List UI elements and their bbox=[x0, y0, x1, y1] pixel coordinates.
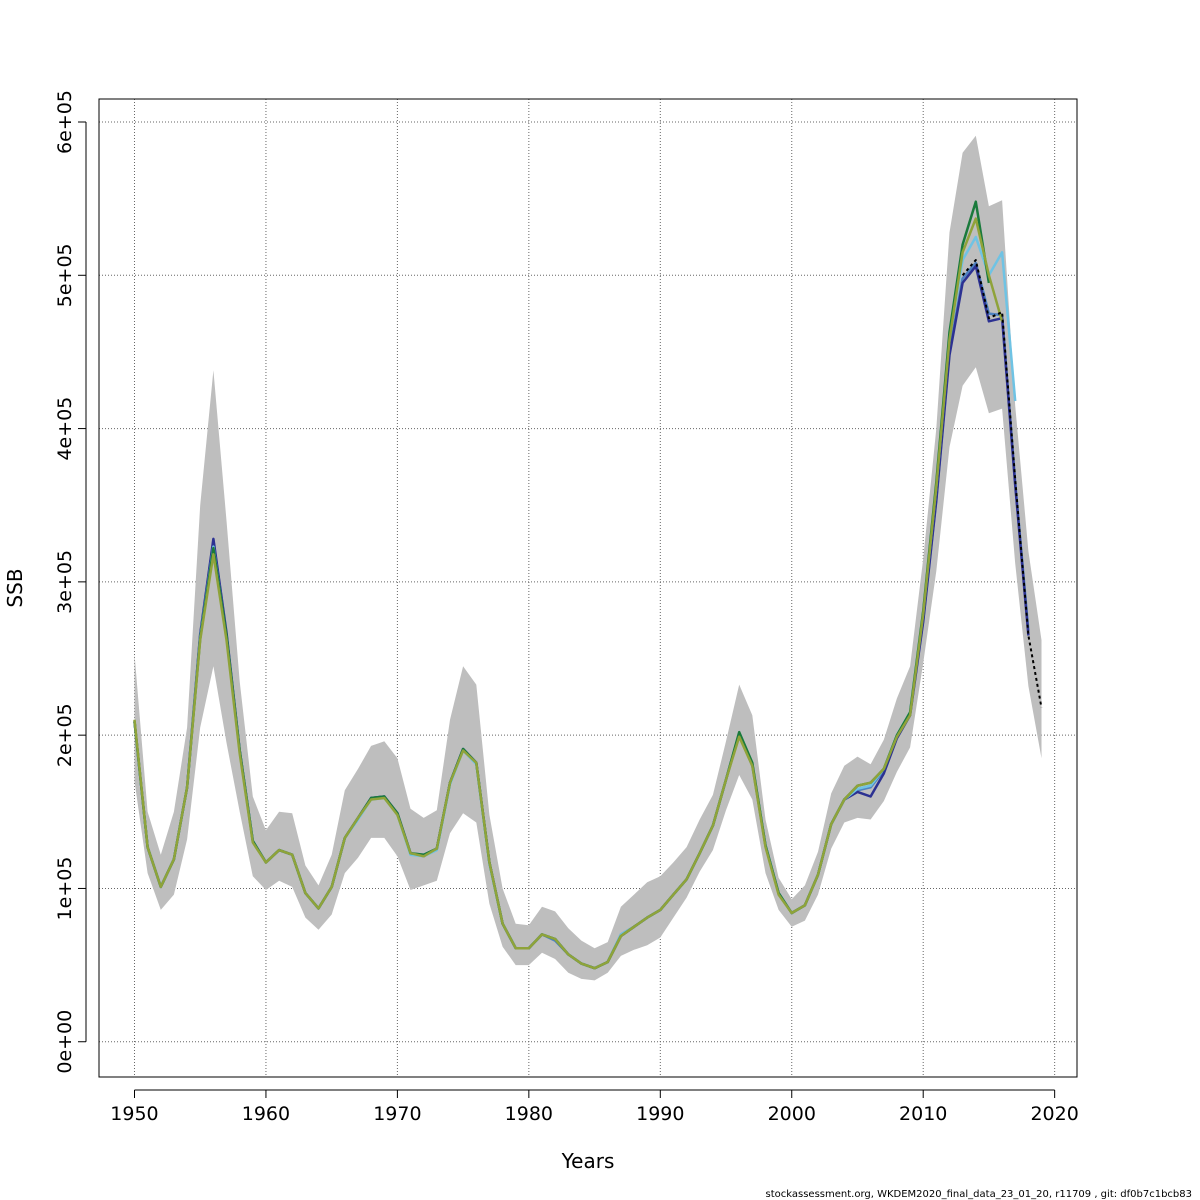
y-tick-label-6: 6e+05 bbox=[54, 90, 76, 154]
x-tick-label-3: 1980 bbox=[505, 1103, 553, 1125]
y-axis-title: SSB bbox=[3, 568, 27, 607]
x-axis-title: Years bbox=[561, 1149, 615, 1173]
x-tick-label-2: 1970 bbox=[373, 1103, 421, 1125]
series-layer bbox=[133, 200, 1043, 970]
series-line-5 bbox=[961, 259, 1043, 708]
footer-credit: stockassessment.org, WKDEM2020_final_dat… bbox=[766, 1189, 1192, 1200]
x-tick-label-7: 2020 bbox=[1030, 1103, 1078, 1125]
y-tick-label-5: 5e+05 bbox=[54, 243, 76, 307]
y-tick-label-2: 2e+05 bbox=[54, 703, 76, 767]
y-tick-label-3: 3e+05 bbox=[54, 550, 76, 614]
x-tick-label-0: 1950 bbox=[110, 1103, 158, 1125]
confidence-band-layer bbox=[134, 135, 1042, 981]
x-tick-label-6: 2010 bbox=[899, 1103, 947, 1125]
x-tick-label-4: 1990 bbox=[636, 1103, 684, 1125]
y-tick-label-0: 0e+00 bbox=[54, 1010, 76, 1074]
plot-frame bbox=[98, 98, 1078, 1078]
y-tick-label-1: 1e+05 bbox=[54, 857, 76, 921]
series-line-4 bbox=[133, 217, 1004, 970]
x-tick-label-5: 2000 bbox=[768, 1103, 816, 1125]
confidence-band bbox=[134, 135, 1042, 981]
axes: 1950 1960 1970 1980 1990 2000 2010 2020 0e+00 1e+… bbox=[54, 90, 1079, 1125]
y-tick-label-4: 4e+05 bbox=[54, 397, 76, 461]
x-tick-label-1: 1960 bbox=[242, 1103, 290, 1125]
